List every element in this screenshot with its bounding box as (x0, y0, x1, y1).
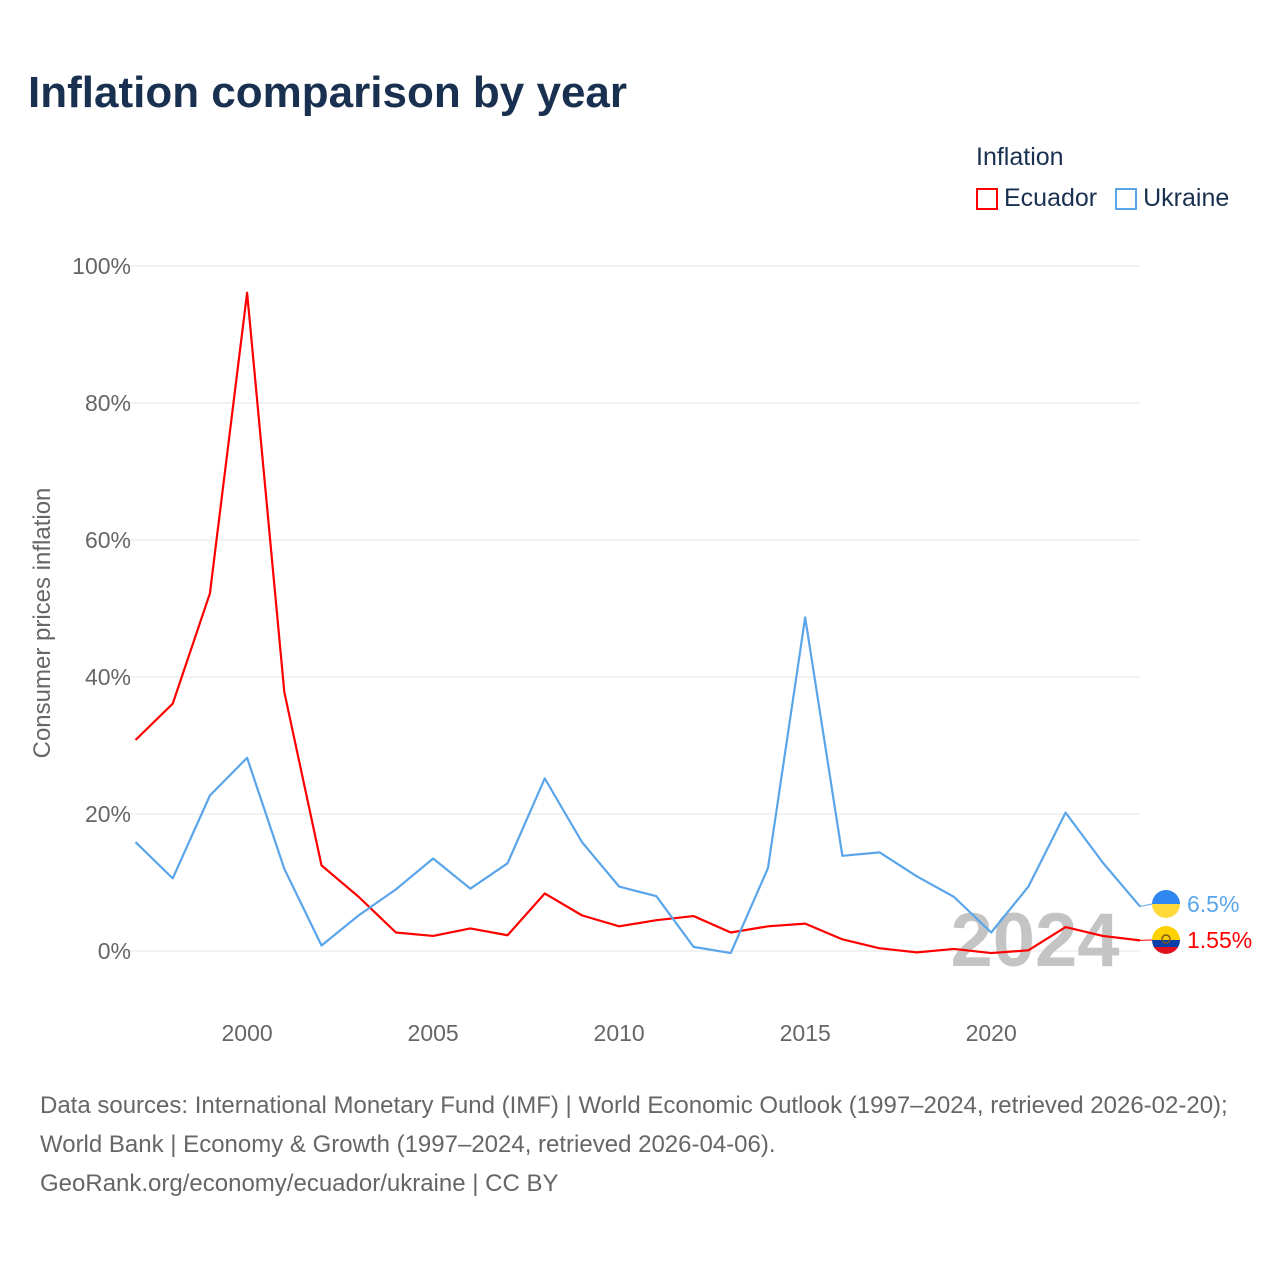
end-label-ukraine: 6.5% (1187, 891, 1239, 917)
chart-title: Inflation comparison by year (28, 68, 628, 117)
end-connector (1139, 903, 1153, 907)
legend-label-ukraine: Ukraine (1143, 184, 1230, 212)
legend-swatch-ecuador (976, 187, 998, 210)
y-tick-label: 80% (85, 390, 131, 416)
footer: Data sources: International Monetary Fun… (40, 1086, 1250, 1203)
x-tick-label: 2010 (594, 1020, 645, 1046)
legend: Inflation Ecuador Ukraine (976, 143, 1229, 213)
ukraine-flag-icon (1152, 890, 1180, 918)
end-label-ecuador: 1.55% (1187, 927, 1252, 953)
credit-link[interactable]: GeoRank.org/economy/ecuador/ukraine | CC… (40, 1170, 559, 1197)
legend-title: Inflation (976, 143, 1064, 171)
y-tick-label: 40% (85, 664, 131, 690)
y-tick-label: 100% (72, 253, 131, 279)
legend-item-ecuador[interactable]: Ecuador (976, 184, 1097, 213)
legend-label-ecuador: Ecuador (1004, 184, 1098, 212)
data-sources: Data sources: International Monetary Fun… (40, 1092, 1228, 1158)
y-tick-label: 60% (85, 527, 131, 553)
legend-item-ukraine[interactable]: Ukraine (1115, 184, 1229, 213)
x-tick-label: 2005 (408, 1020, 459, 1046)
y-tick-label: 0% (98, 938, 131, 964)
x-tick-label: 2000 (222, 1020, 273, 1046)
y-axis-label: Consumer prices inflation (29, 488, 56, 759)
legend-swatch-ukraine (1115, 187, 1138, 210)
year-watermark: 2024 (950, 898, 1119, 983)
ecuador-flag-icon (1152, 926, 1180, 954)
series-line-ecuador[interactable] (134, 291, 1141, 955)
x-tick-label: 2015 (780, 1020, 831, 1046)
series-line-ukraine[interactable] (134, 616, 1141, 955)
x-tick-label: 2020 (966, 1020, 1017, 1046)
y-tick-label: 20% (85, 801, 131, 827)
